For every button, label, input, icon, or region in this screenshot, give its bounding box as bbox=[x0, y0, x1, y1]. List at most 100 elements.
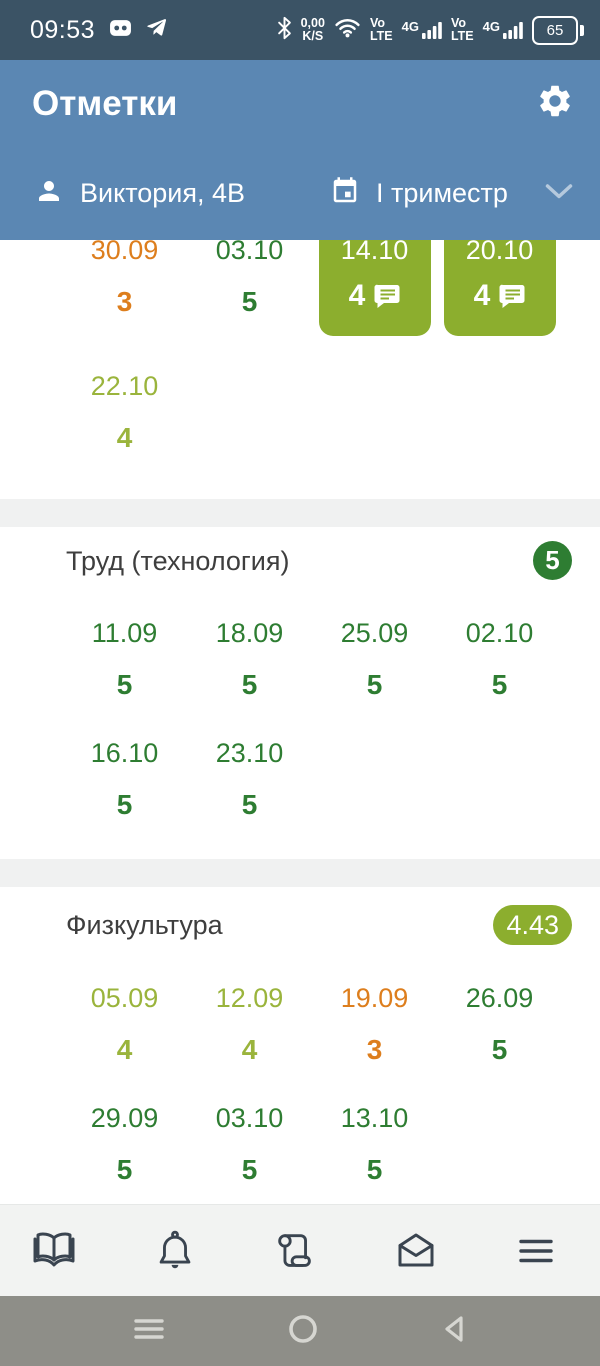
grade-mark: 3 bbox=[116, 286, 133, 317]
grade-date: 13.10 bbox=[340, 1103, 409, 1133]
signal-sim2: 4G bbox=[483, 20, 523, 40]
grade-date: 16.10 bbox=[90, 738, 159, 768]
bell-icon[interactable] bbox=[147, 1223, 203, 1279]
grade-date: 14.10 bbox=[340, 240, 409, 265]
grade-date: 20.10 bbox=[465, 240, 534, 265]
volte-label-1: Vo LTE bbox=[369, 16, 393, 43]
grade-cell[interactable]: 03.10 5 bbox=[187, 1100, 312, 1188]
grade-cell[interactable]: 11.09 5 bbox=[62, 615, 187, 703]
period-name: I триместр bbox=[376, 178, 508, 208]
average-badge: 4.43 bbox=[493, 905, 572, 945]
grade-mark: 5 bbox=[241, 789, 258, 820]
grade-mark: 5 bbox=[241, 669, 258, 700]
grade-mark: 5 bbox=[116, 1154, 133, 1185]
grade-mark: 4 bbox=[241, 1034, 258, 1065]
grade-cell[interactable]: 02.10 5 bbox=[437, 615, 562, 703]
subject-section: 30.09 3 03.10 5 14.10 4 20.10 4 22.10 4 bbox=[0, 240, 600, 499]
grade-mark: 5 bbox=[366, 669, 383, 700]
subject-header: Труд (технология) 5 bbox=[0, 527, 600, 580]
subject-section: Физкультура 4.43 05.09 4 12.09 4 19.09 3 26.09 5 2… bbox=[0, 887, 600, 1204]
grade-date: 26.09 bbox=[465, 983, 534, 1013]
average-badge: 5 bbox=[533, 541, 572, 580]
grade-cell[interactable]: 19.09 3 bbox=[312, 980, 437, 1068]
envelope-icon[interactable] bbox=[388, 1223, 444, 1279]
grade-mark: 4 bbox=[473, 279, 491, 312]
grades-list: 30.09 3 03.10 5 14.10 4 20.10 4 22.10 4 Труд (техн… bbox=[0, 240, 600, 1204]
menu-icon[interactable] bbox=[508, 1223, 564, 1279]
subject-title: Физкультура bbox=[66, 910, 223, 940]
grade-cell[interactable]: 23.10 5 bbox=[187, 735, 312, 823]
grade-card[interactable]: 14.10 4 bbox=[318, 240, 431, 336]
grade-date: 22.10 bbox=[90, 371, 159, 401]
grade-date: 03.10 bbox=[215, 240, 284, 265]
gear-icon[interactable] bbox=[536, 82, 574, 125]
comment-icon bbox=[374, 284, 400, 308]
bottom-nav bbox=[0, 1204, 600, 1296]
grade-cell[interactable]: 22.10 4 bbox=[62, 368, 187, 456]
volte-label-2: Vo LTE bbox=[450, 16, 474, 43]
grade-date: 05.09 bbox=[90, 983, 159, 1013]
comment-icon bbox=[499, 284, 525, 308]
signal-bars-icon bbox=[503, 22, 523, 39]
home-icon[interactable] bbox=[288, 1314, 318, 1349]
grade-row: 11.09 5 18.09 5 25.09 5 02.10 5 bbox=[0, 607, 600, 703]
subject-title: Труд (технология) bbox=[66, 545, 290, 576]
grade-row: 22.10 4 bbox=[0, 360, 600, 456]
grade-date: 25.09 bbox=[340, 618, 409, 648]
grade-row: 16.10 5 23.10 5 bbox=[0, 727, 600, 823]
recents-icon[interactable] bbox=[134, 1318, 164, 1345]
grade-cell[interactable]: 20.10 4 bbox=[437, 240, 562, 336]
grade-mark: 5 bbox=[366, 1154, 383, 1185]
student-selector[interactable]: Виктория, 4В bbox=[34, 176, 330, 211]
grade-cell[interactable]: 25.09 5 bbox=[312, 615, 437, 703]
network-speed: 0,00 K/S bbox=[300, 16, 325, 43]
grade-cell[interactable]: 05.09 4 bbox=[62, 980, 187, 1068]
signal-bars-icon bbox=[421, 22, 442, 39]
grade-cell[interactable]: 13.10 5 bbox=[312, 1100, 437, 1188]
grade-mark: 3 bbox=[366, 1034, 383, 1065]
wifi-icon bbox=[334, 17, 361, 43]
grade-cell[interactable]: 14.10 4 bbox=[312, 240, 437, 336]
book-icon[interactable] bbox=[26, 1223, 82, 1279]
grade-cell[interactable]: 16.10 5 bbox=[62, 735, 187, 823]
grade-date: 02.10 bbox=[465, 618, 534, 648]
grade-date: 29.09 bbox=[90, 1103, 159, 1133]
grade-mark: 5 bbox=[491, 669, 508, 700]
grade-date: 18.09 bbox=[215, 618, 284, 648]
grade-mark: 5 bbox=[241, 286, 258, 317]
student-name: Виктория, 4В bbox=[80, 178, 246, 208]
page-title: Отметки bbox=[32, 83, 178, 123]
grade-date: 12.09 bbox=[215, 983, 284, 1013]
grade-mark: 5 bbox=[116, 789, 133, 820]
telegram-icon bbox=[144, 16, 169, 44]
scroll-icon[interactable] bbox=[267, 1223, 323, 1279]
grade-cell[interactable]: 18.09 5 bbox=[187, 615, 312, 703]
grade-card[interactable]: 20.10 4 bbox=[443, 240, 556, 336]
chevron-down-icon[interactable] bbox=[544, 183, 574, 205]
grade-row: 05.09 4 12.09 4 19.09 3 26.09 5 bbox=[0, 972, 600, 1068]
grade-cell[interactable]: 26.09 5 bbox=[437, 980, 562, 1068]
period-selector[interactable]: I триместр bbox=[330, 176, 508, 211]
grade-date: 23.10 bbox=[215, 738, 284, 768]
grade-mark: 5 bbox=[116, 669, 133, 700]
grade-mark-line: 4 bbox=[474, 278, 526, 314]
subject-section: Труд (технология) 5 11.09 5 18.09 5 25.09 5 02.1… bbox=[0, 527, 600, 859]
grade-mark-line: 4 bbox=[349, 278, 401, 314]
grade-cell[interactable]: 03.10 5 bbox=[187, 240, 312, 336]
back-icon[interactable] bbox=[442, 1315, 466, 1348]
section-padding bbox=[0, 1188, 600, 1204]
grade-cell[interactable]: 30.09 3 bbox=[62, 240, 187, 336]
grade-date: 19.09 bbox=[340, 983, 409, 1013]
mask-app-icon bbox=[109, 19, 132, 42]
status-bar: 09:53 0,00 K/S Vo LTE 4G bbox=[0, 0, 600, 60]
section-padding bbox=[0, 823, 600, 859]
grade-cell[interactable]: 29.09 5 bbox=[62, 1100, 187, 1188]
android-nav-bar bbox=[0, 1296, 600, 1366]
grade-mark: 4 bbox=[116, 422, 133, 453]
grade-mark: 5 bbox=[241, 1154, 258, 1185]
grade-row: 30.09 3 03.10 5 14.10 4 20.10 4 bbox=[0, 240, 600, 336]
section-separator bbox=[0, 859, 600, 887]
grade-cell[interactable]: 12.09 4 bbox=[187, 980, 312, 1068]
status-icons: 0,00 K/S Vo LTE 4G Vo LTE 4G 65 bbox=[277, 15, 584, 45]
notification-icons bbox=[109, 16, 169, 44]
